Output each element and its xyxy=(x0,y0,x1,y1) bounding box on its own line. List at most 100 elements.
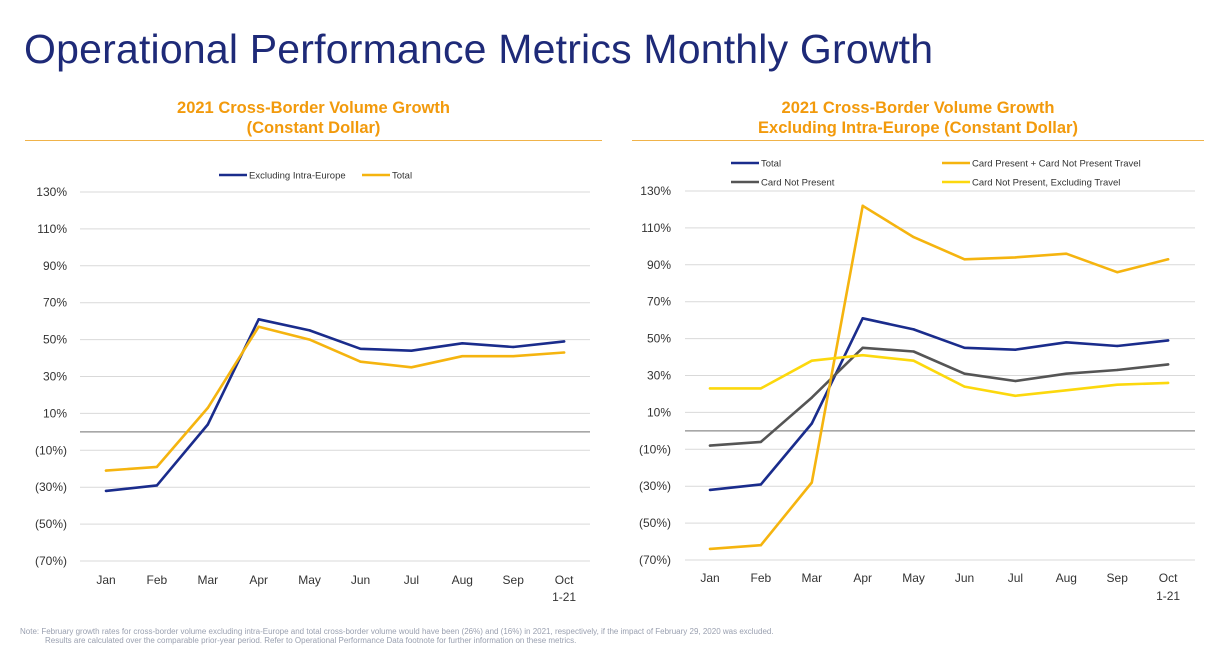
data-point-excluding-intra-europe xyxy=(461,342,464,345)
x-tick-sublabel: 1-21 xyxy=(1156,589,1180,603)
data-point-card-present-card-not-present-travel xyxy=(861,204,864,207)
y-tick-label: (10%) xyxy=(35,443,67,457)
y-tick-label: 70% xyxy=(647,295,671,309)
data-point-total xyxy=(1166,339,1170,342)
series-line-total xyxy=(104,325,566,472)
y-tick-label: (70%) xyxy=(35,554,67,568)
data-point-total xyxy=(359,360,362,363)
x-tick-label: Aug xyxy=(452,573,473,587)
y-tick-label: 90% xyxy=(647,258,671,272)
data-point-card-not-present-excluding-travel xyxy=(963,385,966,388)
chart-title-left: 2021 Cross-Border Volume Growth xyxy=(177,99,450,117)
chart-right: 130% 110% 90% 70% 50% 30% 10% (10%) (30%) (50%) (7… xyxy=(639,159,1195,603)
y-tick-label: (30%) xyxy=(35,480,67,494)
data-point-excluding-intra-europe xyxy=(512,345,515,349)
data-point-total xyxy=(708,488,712,492)
data-point-card-present-card-not-present-travel xyxy=(810,481,813,484)
data-point-card-present-card-not-present-travel xyxy=(759,544,763,547)
data-point-excluding-intra-europe xyxy=(104,489,108,493)
y-tick-label: (50%) xyxy=(35,517,67,531)
page-title: Operational Performance Metrics Monthly … xyxy=(24,26,934,72)
data-point-card-present-card-not-present-travel xyxy=(912,235,915,239)
footnote-line-1: Note: February growth rates for cross-bo… xyxy=(20,627,774,636)
y-tick-label: (30%) xyxy=(639,479,671,493)
data-point-total xyxy=(1014,348,1017,351)
data-point-card-not-present-excluding-travel xyxy=(1166,381,1170,385)
data-point-total xyxy=(410,366,413,369)
x-tick-label: Jun xyxy=(351,573,370,587)
data-point-total xyxy=(861,317,864,320)
y-tick-label: 10% xyxy=(43,406,67,420)
data-point-card-not-present xyxy=(1166,363,1170,366)
data-point-excluding-intra-europe xyxy=(155,484,159,487)
y-tick-label: (70%) xyxy=(639,553,671,567)
data-point-excluding-intra-europe xyxy=(257,318,260,321)
data-point-total xyxy=(461,355,464,358)
x-tick-label: Aug xyxy=(1056,571,1077,585)
legend-label-excluding-intra-europe: Excluding Intra-Europe xyxy=(249,171,346,182)
series-line-total xyxy=(708,317,1170,492)
series-line-card-present-card-not-present-travel xyxy=(708,204,1170,551)
x-tick-label: Jul xyxy=(404,573,419,587)
data-point-card-not-present-excluding-travel xyxy=(1116,383,1119,386)
data-point-card-not-present xyxy=(1014,379,1017,383)
y-tick-label: 110% xyxy=(641,221,671,235)
data-point-card-not-present xyxy=(861,346,864,350)
y-tick-label: 130% xyxy=(36,185,67,199)
x-tick-label: Apr xyxy=(249,573,268,587)
x-tick-label: Oct xyxy=(555,573,574,587)
series-line-card-not-present-excluding-travel xyxy=(708,353,1170,398)
chart-header-left: 2021 Cross-Border Volume Growth (Constan… xyxy=(25,98,602,141)
data-point-card-not-present-excluding-travel xyxy=(1014,394,1017,397)
y-tick-label: 30% xyxy=(43,370,67,384)
y-tick-label: 110% xyxy=(37,222,67,236)
x-tick-label: May xyxy=(298,573,321,587)
data-point-total xyxy=(512,355,515,358)
data-point-card-present-card-not-present-travel xyxy=(1166,258,1170,261)
data-point-card-present-card-not-present-travel xyxy=(963,258,966,261)
x-tick-label: Jul xyxy=(1008,571,1023,585)
data-point-total xyxy=(308,338,311,341)
y-tick-label: 30% xyxy=(647,369,671,383)
data-point-excluding-intra-europe xyxy=(410,349,413,352)
y-tick-label: (50%) xyxy=(639,516,671,530)
x-tick-sublabel: 1-21 xyxy=(552,590,576,604)
data-point-excluding-intra-europe xyxy=(562,340,566,343)
data-point-card-not-present xyxy=(708,444,712,447)
data-point-card-not-present-excluding-travel xyxy=(759,387,763,390)
y-tick-label: 50% xyxy=(647,332,671,346)
data-point-card-not-present-excluding-travel xyxy=(861,354,864,357)
data-point-card-not-present xyxy=(1116,368,1119,372)
data-point-total xyxy=(912,328,915,331)
y-tick-label: 70% xyxy=(43,296,67,310)
data-point-total xyxy=(562,351,566,354)
data-point-card-present-card-not-present-travel xyxy=(708,547,712,551)
series-line-excluding-intra-europe xyxy=(104,318,566,493)
data-point-excluding-intra-europe xyxy=(359,347,362,351)
x-tick-label: Oct xyxy=(1159,571,1178,585)
data-point-card-not-present-excluding-travel xyxy=(1065,389,1068,392)
data-point-total xyxy=(257,325,260,328)
data-point-total xyxy=(1065,341,1068,344)
legend-label-card-present-card-not-present-travel: Card Present + Card Not Present Travel xyxy=(972,159,1141,170)
chart-title-right: 2021 Cross-Border Volume Growth xyxy=(781,99,1055,117)
legend-label-total: Total xyxy=(392,171,412,182)
data-point-card-present-card-not-present-travel xyxy=(1065,252,1068,255)
chart-subtitle-left: (Constant Dollar) xyxy=(246,119,381,137)
data-point-total xyxy=(759,483,763,486)
legend-label-card-not-present-excluding-travel: Card Not Present, Excluding Travel xyxy=(972,178,1120,189)
y-tick-label: 90% xyxy=(43,259,67,273)
data-point-total xyxy=(810,422,813,425)
chart-left: 130% 110% 90% 70% 50% 30% 10% (10%) (30%) (50%) (7… xyxy=(35,171,590,604)
legend-label-card-not-present: Card Not Present xyxy=(761,178,835,189)
footnote-line-2: Results are calculated over the comparab… xyxy=(45,636,577,645)
x-tick-label: May xyxy=(902,571,925,585)
data-point-total xyxy=(155,465,159,469)
data-point-card-not-present-excluding-travel xyxy=(912,359,915,362)
data-point-total xyxy=(104,469,108,472)
data-point-total xyxy=(206,406,209,410)
x-tick-label: Apr xyxy=(853,571,872,585)
data-point-card-present-card-not-present-travel xyxy=(1014,256,1017,259)
data-point-excluding-intra-europe xyxy=(206,423,209,426)
chart-header-right: 2021 Cross-Border Volume Growth Excludin… xyxy=(632,98,1204,141)
